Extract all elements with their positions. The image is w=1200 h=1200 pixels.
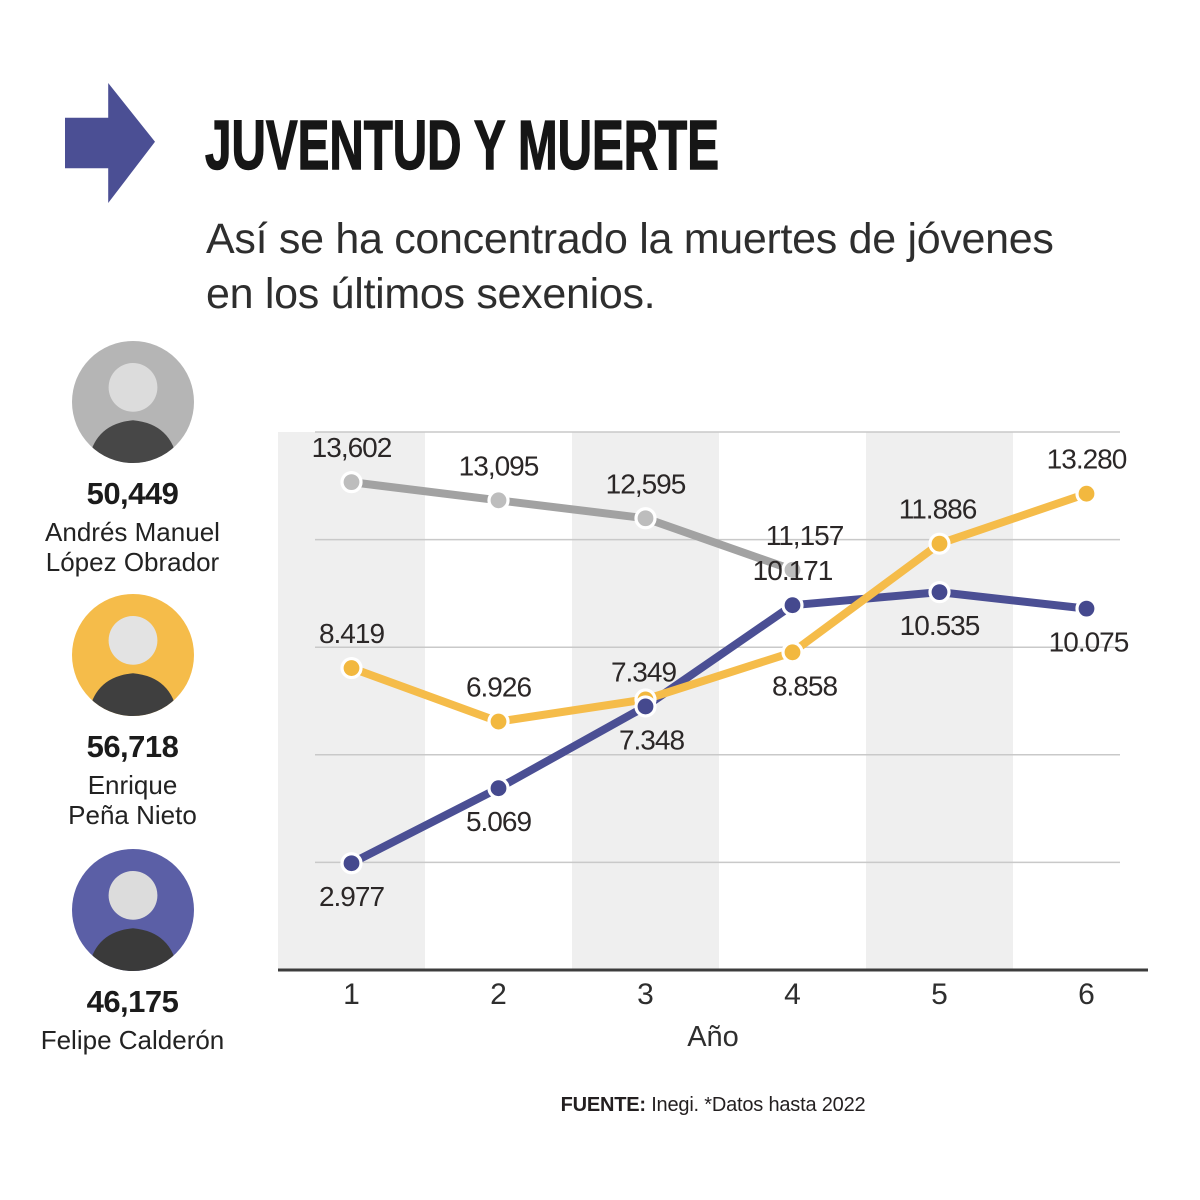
president-total-deaths: 50,449 (86, 476, 179, 511)
president-avatar-epn (71, 594, 194, 716)
person-portrait-icon (87, 362, 178, 463)
data-label-amlo: 13,095 (459, 450, 539, 481)
president-name: Andrés Manuel López Obrador (20, 517, 245, 577)
data-label-amlo: 11,157 (766, 520, 844, 551)
x-tick-label: 1 (343, 978, 360, 1011)
data-label-epn: 8.419 (319, 618, 384, 649)
x-tick-label: 4 (784, 978, 801, 1011)
data-point-amlo (340, 471, 363, 494)
data-point-calderon (1075, 597, 1098, 620)
subtitle-line-1: Así se ha concentrado la muertes de jóve… (206, 215, 1054, 263)
data-point-calderon (340, 852, 363, 875)
president-avatar-calderon (71, 849, 194, 971)
data-label-epn: 8.858 (772, 670, 837, 701)
data-label-calderon: 7.348 (619, 724, 684, 755)
president-avatar-amlo (71, 341, 194, 463)
data-point-calderon (634, 695, 657, 718)
president-name-line2: Peña Nieto (68, 800, 197, 830)
president-name-line1: Andrés Manuel (45, 517, 220, 547)
data-point-calderon (928, 581, 951, 604)
data-point-epn (781, 641, 804, 664)
president-name-line2: López Obrador (45, 547, 220, 577)
president-card-amlo: 50,449 Andrés Manuel López Obrador (20, 341, 245, 577)
data-point-amlo (634, 507, 657, 530)
source-label: FUENTE: (560, 1094, 646, 1116)
series-line-amlo (347, 478, 797, 574)
data-label-epn: 6.926 (466, 672, 531, 703)
person-portrait-icon (87, 870, 178, 971)
x-tick-label: 5 (931, 978, 948, 1011)
data-point-epn (487, 710, 510, 733)
x-tick-label: 6 (1078, 978, 1095, 1011)
data-label-epn: 7.349 (611, 656, 676, 687)
person-portrait-icon (87, 615, 178, 716)
page-subtitle: Así se ha concentrado la muertes de jóve… (206, 212, 1054, 322)
data-point-epn (928, 532, 951, 555)
x-axis-label: Año (687, 1021, 739, 1053)
data-point-epn (1075, 482, 1098, 505)
data-label-epn: 13.280 (1047, 444, 1127, 475)
data-label-amlo: 12,595 (606, 468, 686, 499)
source-text: Inegi. *Datos hasta 2022 (651, 1094, 866, 1116)
series-line-calderon (347, 588, 1091, 868)
president-name-line1: Enrique (87, 770, 178, 800)
background-stripe (866, 432, 1013, 970)
background-stripe (278, 432, 425, 970)
data-label-amlo: 13,602 (312, 432, 392, 463)
page-title-text: JUVENTUD Y MUERTE (205, 106, 720, 184)
data-label-calderon: 10.075 (1049, 627, 1129, 658)
source-note: FUENTE: Inegi. *Datos hasta 2022 (278, 1094, 1148, 1117)
president-total-deaths: 56,718 (86, 729, 179, 764)
subtitle-line-2: en los últimos sexenios. (206, 270, 656, 318)
data-point-calderon (487, 777, 510, 800)
data-label-calderon: 5.069 (466, 806, 531, 837)
x-tick-label: 2 (490, 978, 507, 1011)
president-card-epn: 56,718 Enrique Peña Nieto (20, 594, 245, 830)
data-label-calderon: 10.535 (900, 610, 980, 641)
x-tick-label: 3 (637, 978, 654, 1011)
data-point-amlo (781, 558, 804, 581)
page-title: JUVENTUD Y MUERTE (205, 106, 961, 184)
series-line-epn (347, 489, 1091, 726)
president-name: Felipe Calderón (20, 1025, 245, 1055)
data-label-calderon: 10.171 (753, 555, 833, 586)
data-point-epn (340, 656, 363, 680)
data-label-epn: 11.886 (899, 494, 977, 525)
president-name: Enrique Peña Nieto (20, 770, 245, 830)
president-total-deaths: 46,175 (86, 984, 179, 1019)
data-label-calderon: 2.977 (319, 881, 384, 912)
data-point-amlo (487, 489, 510, 512)
president-card-calderon: 46,175 Felipe Calderón (20, 849, 245, 1055)
president-name-line1: Felipe Calderón (40, 1025, 225, 1055)
data-point-calderon (781, 594, 804, 617)
